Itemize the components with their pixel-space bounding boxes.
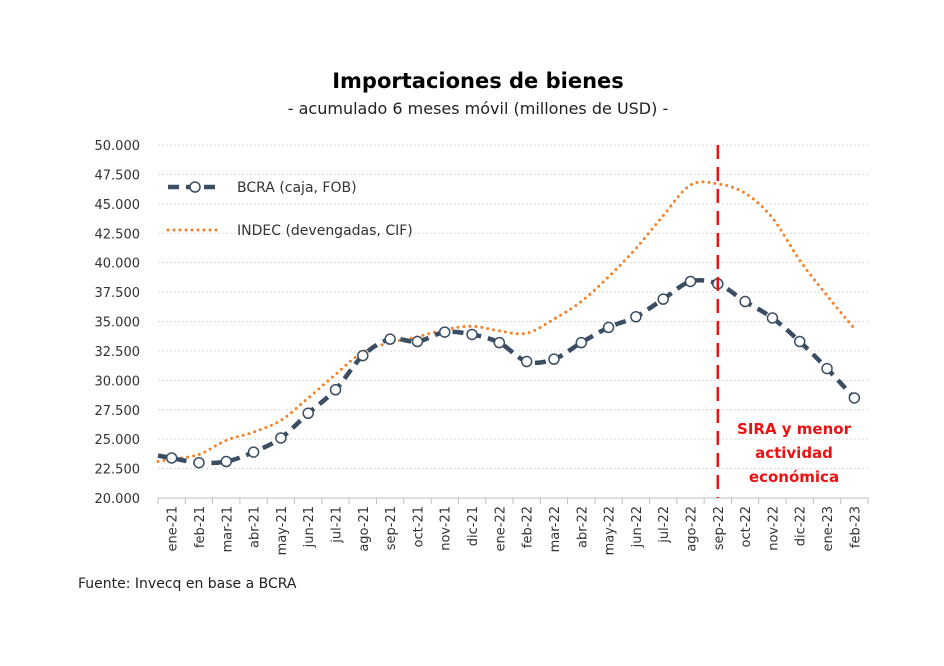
x-tick-label: feb-22 (521, 506, 536, 548)
x-tick-label: ago-22 (685, 506, 700, 552)
data-point-bcra (302, 407, 314, 420)
x-tick-label: dic-21 (466, 506, 481, 546)
x-tick-label: abr-21 (248, 506, 263, 548)
x-tick-label: ene-23 (821, 506, 836, 551)
x-tick-label: jun-21 (302, 506, 317, 548)
x-tick-label: ene-22 (493, 506, 508, 551)
x-tick-label: nov-21 (439, 506, 454, 551)
x-tick-label: ene-21 (166, 506, 181, 551)
x-tick-label: dic-22 (794, 506, 809, 546)
series-line-indec (156, 180, 856, 464)
y-tick-label: 27.500 (95, 404, 141, 419)
data-point-bcra (384, 333, 396, 345)
chart-title: Importaciones de bienes (332, 69, 624, 93)
x-tick-label: sep-21 (384, 506, 399, 550)
chart-subtitle: - acumulado 6 meses móvil (millones de U… (288, 99, 668, 118)
data-point-bcra (357, 349, 369, 362)
data-point-bcra (438, 326, 451, 338)
data-point-bcra (466, 328, 478, 341)
y-tick-label: 35.000 (95, 316, 141, 331)
x-tick-label: oct-21 (411, 506, 426, 547)
data-point-bcra (275, 432, 287, 444)
legend-marker-bcra (189, 181, 201, 193)
data-point-bcra (821, 362, 833, 375)
data-point-bcra (575, 336, 588, 349)
data-point-bcra (193, 456, 205, 469)
data-point-bcra (329, 383, 342, 396)
x-tick-label: may-21 (275, 506, 290, 555)
data-point-bcra (165, 452, 178, 464)
legend: BCRA (caja, FOB) INDEC (devengadas, CIF) (166, 180, 413, 239)
data-point-bcra (493, 336, 506, 349)
x-tick-label: ago-21 (357, 506, 372, 552)
x-tick-label: mar-22 (548, 506, 563, 552)
x-tick-label: may-22 (603, 506, 618, 555)
data-point-bcra (411, 335, 424, 348)
annotation-text: actividad (755, 444, 833, 462)
y-tick-label: 37.500 (95, 286, 141, 301)
annotation-text: económica (749, 468, 839, 486)
data-point-bcra (684, 275, 697, 288)
annotation: SIRA y menor actividad económica (737, 420, 852, 486)
legend-label-bcra: BCRA (caja, FOB) (237, 180, 357, 196)
y-tick-label: 25.000 (95, 433, 141, 448)
legend-label-indec: INDEC (devengadas, CIF) (237, 223, 413, 239)
data-point-bcra (247, 446, 260, 458)
data-point-bcra (602, 321, 615, 334)
y-tick-label: 42.500 (95, 227, 141, 242)
x-axis: ene-21 feb-21 mar-21 abr-21 may-21 jun-21 jul-… (157, 497, 869, 555)
data-point-bcra (220, 455, 233, 468)
data-point-bcra (766, 312, 779, 324)
y-tick-label: 50.000 (95, 139, 141, 154)
y-tick-label: 40.000 (95, 257, 141, 272)
y-tick-label: 22.500 (95, 463, 141, 478)
x-tick-label: feb-23 (848, 506, 863, 548)
x-tick-label: oct-22 (739, 506, 754, 547)
data-point-bcra (630, 311, 642, 323)
data-point-bcra (848, 392, 861, 404)
x-tick-label: feb-21 (193, 506, 208, 548)
data-point-bcra (548, 353, 560, 365)
x-tick-label: nov-22 (766, 506, 781, 551)
y-tick-label: 47.500 (95, 168, 141, 183)
data-point-bcra (739, 295, 751, 308)
x-tick-label: sep-22 (712, 506, 727, 550)
data-point-bcra (657, 293, 669, 305)
x-tick-label: abr-22 (575, 506, 590, 548)
series-lines (156, 145, 861, 498)
y-tick-label: 32.500 (95, 345, 141, 360)
x-tick-label: jul-22 (657, 506, 672, 544)
data-point-bcra (793, 335, 806, 348)
source-note: Fuente: Invecq en base a BCRA (78, 576, 297, 592)
y-axis: 20.000 22.500 25.000 27.500 30.000 32.500 35.0… (95, 139, 141, 507)
x-tick-label: jun-22 (630, 506, 645, 548)
x-tick-label: jul-21 (330, 506, 345, 544)
annotation-text: SIRA y menor (737, 420, 852, 438)
data-point-bcra (520, 355, 533, 368)
x-tick-label: mar-21 (220, 506, 235, 552)
y-tick-label: 45.000 (95, 198, 141, 213)
y-tick-label: 30.000 (95, 374, 141, 389)
y-tick-label: 20.000 (95, 492, 141, 507)
